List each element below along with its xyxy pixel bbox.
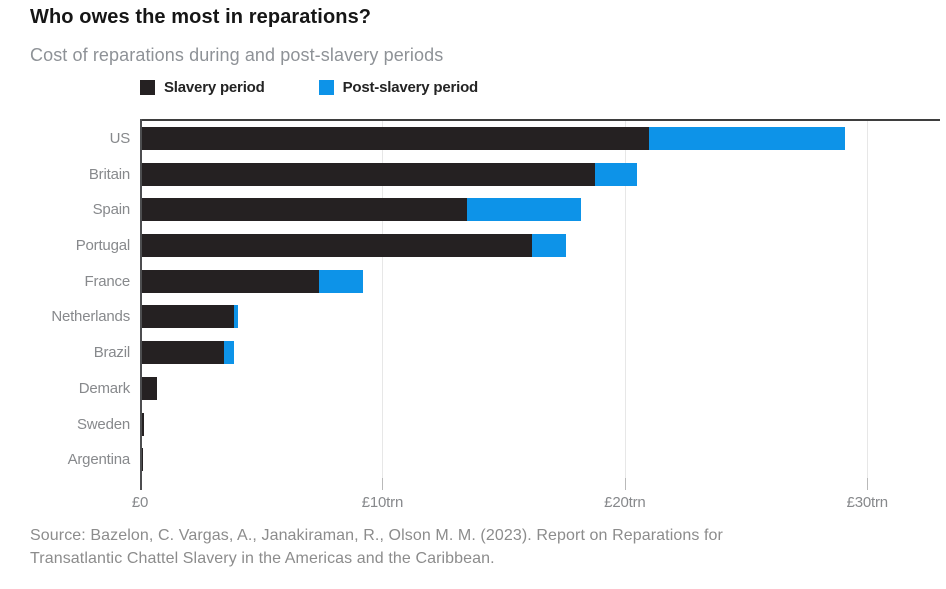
chart-title: Who owes the most in reparations?	[30, 6, 372, 28]
x-tick-label: £0	[131, 494, 149, 511]
x-axis: £0 £10trn £20trn £30trn	[132, 494, 940, 514]
bar-segment	[142, 305, 235, 329]
bar-segment	[318, 269, 363, 293]
source-line-1: Source: Bazelon, C. Vargas, A., Janakira…	[30, 527, 723, 544]
category-label: Portugal	[75, 237, 130, 255]
category-label: Argentina	[67, 451, 131, 469]
source-line-2: Transatlantic Chattel Slavery in the Ame…	[30, 550, 495, 568]
axis-tick	[624, 478, 626, 490]
chart-subtitle: Cost of reparations during and post-slav…	[30, 45, 444, 65]
bar-segment	[595, 162, 637, 186]
bar-segment	[142, 341, 225, 365]
bar-track	[142, 198, 581, 222]
bar-segment	[466, 198, 581, 222]
bar-track	[142, 234, 567, 258]
bar-row	[142, 157, 940, 193]
x-tick-label: £30trn	[846, 494, 889, 511]
bar-track	[142, 162, 637, 186]
source-note: Source: Bazelon, C. Vargas, A., Janakira…	[30, 524, 870, 570]
bar-segment	[224, 341, 235, 365]
bar-segment	[142, 269, 319, 293]
bar-track	[142, 376, 157, 400]
category-label: Brazil	[93, 344, 131, 362]
bar-track	[142, 127, 846, 150]
category-label: Netherlands	[51, 308, 130, 326]
bar-segment	[142, 448, 143, 472]
bar-row	[142, 121, 940, 157]
bar-row	[142, 264, 940, 300]
axis-tick	[867, 478, 869, 490]
bar-row	[142, 192, 940, 228]
legend-swatch-icon	[318, 80, 334, 95]
category-label: Spain	[92, 201, 131, 219]
category-label: Britain	[88, 165, 130, 183]
bar-track	[142, 448, 143, 472]
bar-segment	[142, 127, 649, 150]
gridline	[867, 119, 869, 490]
legend-swatch-icon	[140, 80, 155, 95]
bars-container	[142, 121, 940, 478]
bar-row	[142, 228, 940, 264]
x-tick-label: £20trn	[604, 494, 646, 511]
bar-row	[142, 442, 940, 478]
legend-item: Post-slavery period	[318, 79, 479, 96]
bar-segment	[142, 198, 467, 222]
bar-row	[142, 371, 940, 407]
bar-segment	[142, 376, 157, 400]
category-label: US	[109, 130, 131, 147]
bar-row	[142, 299, 940, 335]
gridline	[382, 119, 384, 490]
bar-track	[142, 341, 235, 365]
plot-top-border	[140, 119, 940, 121]
category-label: France	[84, 272, 131, 290]
bar-segment	[234, 305, 238, 329]
category-label: Sweden	[76, 415, 130, 433]
bar-track	[142, 412, 144, 436]
y-axis-line	[140, 119, 142, 490]
legend-label: Post-slavery period	[342, 79, 479, 96]
axis-tick	[382, 478, 384, 490]
bar-segment	[142, 412, 144, 436]
bar-segment	[142, 162, 596, 186]
bar-segment	[532, 234, 567, 258]
legend-item: Slavery period	[140, 79, 265, 96]
legend: Slavery period Post-slavery period	[140, 79, 478, 96]
bar-track	[142, 305, 238, 329]
category-axis: US Britain Spain Portugal France Netherlands B…	[0, 121, 130, 478]
bar-row	[142, 407, 940, 443]
category-label: Demark	[78, 379, 131, 397]
legend-label: Slavery period	[164, 79, 265, 96]
bar-row	[142, 335, 940, 371]
plot-area	[140, 119, 940, 492]
bar-track	[142, 269, 363, 293]
gridline	[624, 119, 626, 490]
x-tick-label: £10trn	[361, 494, 404, 511]
bar-segment	[648, 127, 846, 150]
bar-segment	[142, 234, 533, 258]
